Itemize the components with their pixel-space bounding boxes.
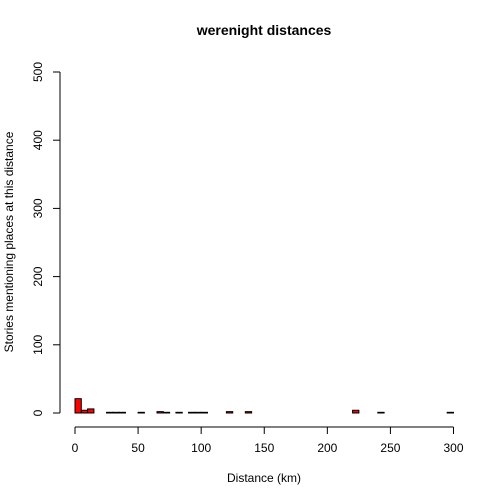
y-tick-label: 0 [31,409,45,416]
x-tick-label: 100 [191,441,211,455]
y-axis-label: Stories mentioning places at this distan… [2,131,16,352]
histogram-bar [162,411,171,414]
chart-title: werenight distances [196,22,332,38]
histogram-bar [352,409,360,414]
y-tick-label: 500 [31,62,45,82]
x-axis: 0 50 100 150 200 250 300 [72,426,464,455]
histogram-bar [137,411,145,414]
histogram-bars [74,398,455,414]
y-tick-label: 300 [31,198,45,218]
y-tick-label: 100 [31,334,45,354]
histogram-bar [112,411,120,414]
y-axis: 0 100 200 300 400 500 [31,62,61,416]
histogram-bar [377,411,385,414]
histogram-bar [87,408,95,414]
x-tick-label: 250 [380,441,400,455]
histogram-bar [244,411,253,414]
y-tick-label: 400 [31,130,45,150]
histogram-bar [225,411,234,414]
histogram-bar [175,411,183,414]
x-tick-label: 50 [131,441,145,455]
histogram-bar [74,398,82,414]
x-tick-label: 200 [317,441,337,455]
histogram-bar [80,409,89,414]
x-tick-label: 300 [443,441,463,455]
x-axis-label: Distance (km) [227,471,301,485]
x-tick-label: 0 [72,441,79,455]
histogram-bar [446,411,455,414]
x-tick-label: 150 [254,441,274,455]
histogram-bar [200,411,208,414]
histogram-bar [106,411,114,414]
histogram-bar [188,411,196,414]
histogram-bar [156,411,164,414]
histogram-bar [118,411,126,414]
histogram-bar [194,411,202,414]
y-tick-label: 200 [31,266,45,286]
